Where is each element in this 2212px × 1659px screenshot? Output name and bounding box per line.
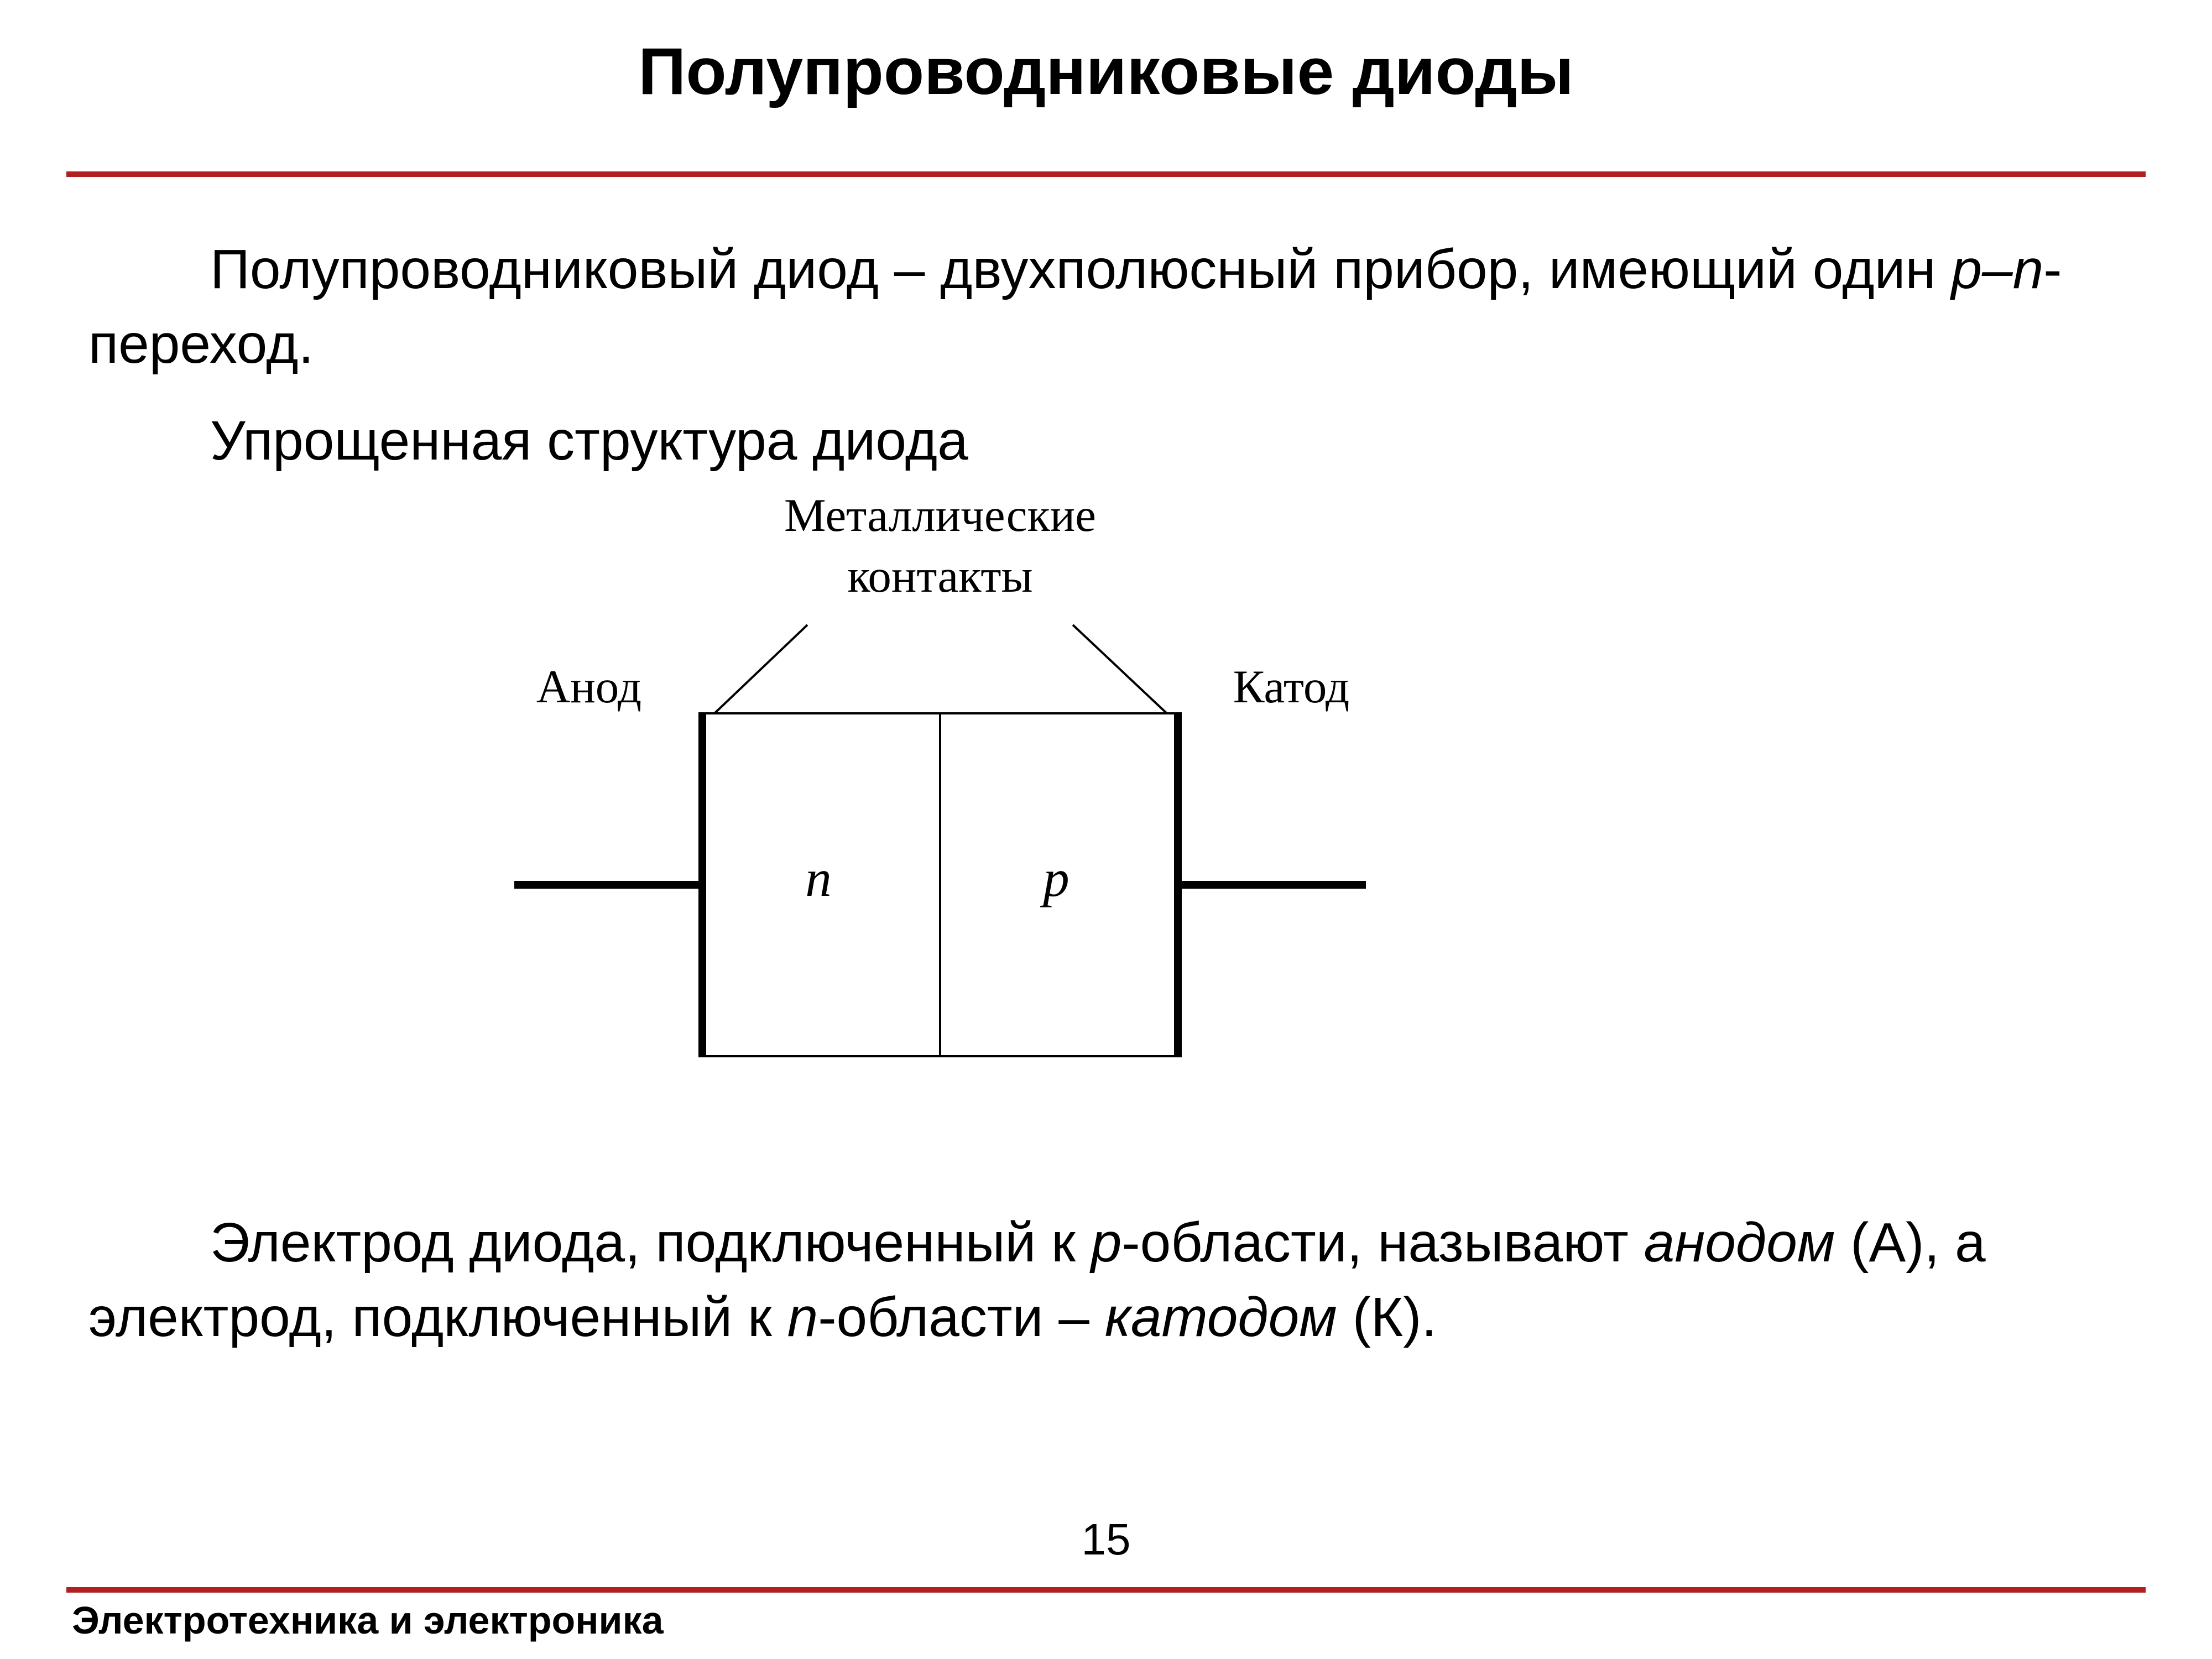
p1-pn: p–n: [1951, 238, 2043, 300]
diode-diagram: Металлические контакты Анод Катод n p: [0, 498, 2212, 1161]
page-number: 15: [0, 1514, 2212, 1565]
label-anode: Анод: [536, 661, 641, 713]
p3-b: -области, называют: [1121, 1212, 1644, 1274]
paragraph-2: Упрощенная структура диода: [88, 404, 2124, 478]
label-region-p: p: [1040, 849, 1070, 907]
paragraph-3: Электрод диода, подключенный к p-области…: [88, 1206, 2124, 1355]
callout-right: [1073, 625, 1167, 713]
p1-pre: Полупроводниковый диод – двухполюсный пр…: [210, 238, 1951, 300]
label-metallic-2: контакты: [847, 550, 1032, 602]
p3-anode: анодом: [1644, 1212, 1835, 1274]
page-title: Полупроводниковые диоды: [0, 33, 2212, 109]
label-cathode: Катод: [1233, 661, 1349, 713]
p3-d: -области –: [818, 1286, 1105, 1348]
p3-cathode: катодом: [1105, 1286, 1337, 1348]
diagram-svg: Металлические контакты Анод Катод n p: [0, 498, 2212, 1161]
callout-left: [714, 625, 807, 713]
p3-p: p: [1091, 1212, 1122, 1274]
paragraph-1: Полупроводниковый диод – двухполюсный пр…: [88, 232, 2124, 382]
label-metallic-1: Металлические: [784, 498, 1096, 541]
p3-e: (К).: [1337, 1286, 1437, 1348]
bottom-rule: [66, 1587, 2146, 1593]
label-region-n: n: [805, 849, 832, 907]
top-rule: [66, 171, 2146, 177]
footer-text: Электротехника и электроника: [72, 1598, 664, 1642]
p3-n: n: [787, 1286, 818, 1348]
slide: Полупроводниковые диоды Полупроводниковы…: [0, 0, 2212, 1659]
p3-a: Электрод диода, подключенный к: [210, 1212, 1091, 1274]
